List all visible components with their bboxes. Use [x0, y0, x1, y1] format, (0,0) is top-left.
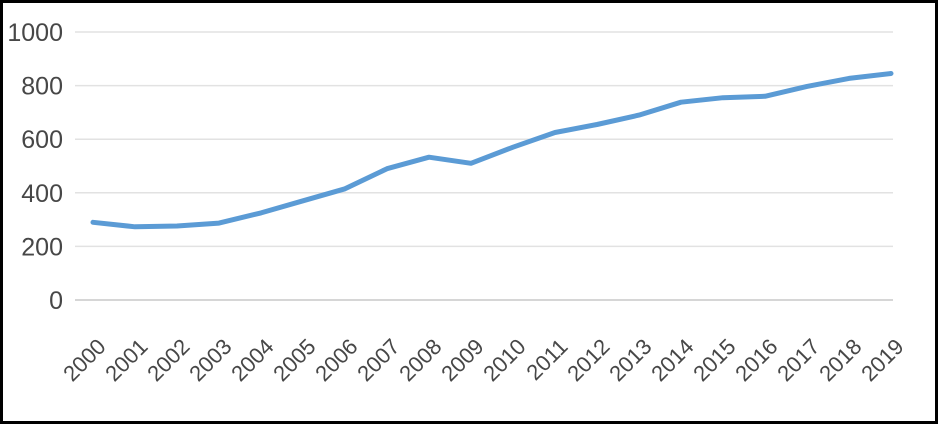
data-line-series [90, 71, 894, 230]
x-tick-label: 2017 [772, 334, 824, 386]
x-tick-label: 2013 [604, 334, 656, 386]
x-axis-labels: 2000200120022003200420052006200720082009… [58, 334, 908, 386]
y-axis-labels: 0 200 400 600 800 1000 [7, 19, 63, 315]
x-tick-label: 2004 [226, 334, 278, 386]
y-tick-label: 1000 [7, 19, 63, 47]
x-tick-label: 2007 [352, 334, 404, 386]
gridlines [75, 31, 893, 301]
x-tick-label: 2014 [646, 334, 698, 386]
x-tick-label: 2012 [562, 334, 614, 386]
x-tick-label: 2002 [142, 334, 194, 386]
x-tick-label: 2019 [856, 334, 908, 386]
x-tick-label: 2000 [58, 334, 110, 386]
y-tick-label: 400 [21, 180, 63, 208]
x-tick-label: 2005 [268, 334, 320, 386]
y-tick-label: 0 [49, 287, 63, 315]
x-tick-label: 2006 [310, 334, 362, 386]
y-tick-label: 800 [21, 73, 63, 101]
x-tick-label: 2016 [730, 334, 782, 386]
x-tick-label: 2018 [814, 334, 866, 386]
x-tick-label: 2009 [436, 334, 488, 386]
y-tick-label: 600 [21, 126, 63, 154]
x-tick-label: 2008 [394, 334, 446, 386]
x-tick-label: 2015 [688, 334, 740, 386]
x-tick-label: 2010 [478, 334, 530, 386]
x-tick-label: 2003 [184, 334, 236, 386]
x-tick-label: 2011 [521, 334, 572, 385]
x-tick-label: 2001 [100, 334, 152, 386]
y-tick-label: 200 [21, 233, 63, 261]
